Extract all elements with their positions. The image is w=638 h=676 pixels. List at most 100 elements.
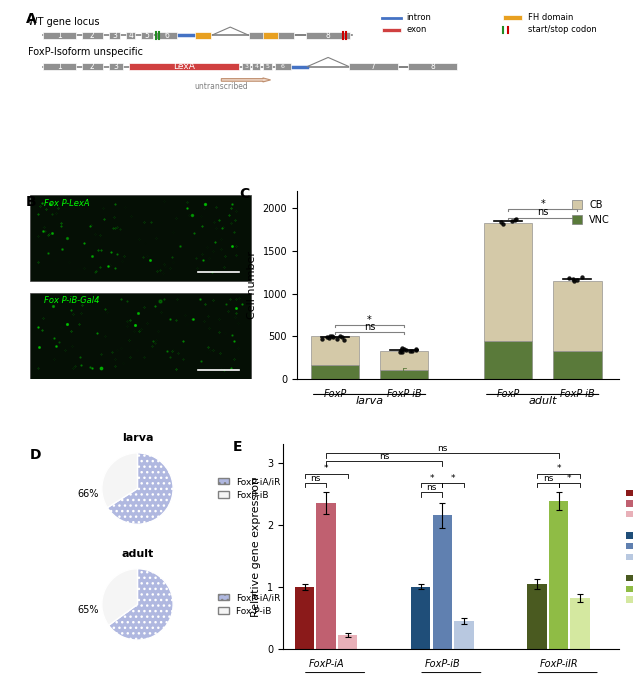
Text: 3: 3	[577, 638, 582, 647]
Text: ns: ns	[437, 443, 447, 453]
Title: adult: adult	[121, 549, 154, 559]
Text: 65%: 65%	[78, 605, 99, 615]
Text: 3: 3	[244, 64, 248, 69]
Point	[507, 216, 517, 226]
Text: 4: 4	[128, 31, 133, 40]
Bar	[295, 587, 315, 649]
Text: FH domain: FH domain	[528, 13, 574, 22]
Text: 5: 5	[574, 368, 581, 378]
Text: B: B	[26, 195, 36, 209]
Point	[510, 215, 520, 226]
Text: adult: adult	[528, 396, 557, 406]
FancyBboxPatch shape	[43, 32, 76, 39]
Bar	[380, 351, 429, 370]
Point	[322, 332, 332, 343]
Bar	[411, 587, 431, 649]
Point	[399, 344, 409, 355]
Text: untranscribed: untranscribed	[195, 82, 248, 91]
Text: 2: 2	[90, 62, 94, 71]
Text: *: *	[567, 473, 572, 483]
FancyBboxPatch shape	[195, 32, 211, 39]
Text: 3: 3	[323, 638, 329, 647]
Point	[336, 330, 346, 341]
Point	[316, 333, 327, 344]
Point	[396, 344, 406, 355]
Wedge shape	[102, 569, 137, 625]
FancyBboxPatch shape	[108, 63, 123, 70]
Text: 3: 3	[302, 638, 308, 647]
Point	[404, 346, 415, 357]
Text: 5: 5	[401, 368, 407, 378]
Point	[397, 343, 407, 354]
Bar	[380, 370, 429, 379]
Text: 8: 8	[325, 31, 330, 40]
Bar	[454, 621, 473, 649]
Text: start/stop codon: start/stop codon	[528, 26, 597, 34]
FancyBboxPatch shape	[408, 63, 457, 70]
Text: 4: 4	[255, 64, 258, 69]
FancyBboxPatch shape	[263, 63, 272, 70]
Point	[339, 335, 349, 345]
Point	[325, 331, 336, 341]
Text: 2: 2	[90, 31, 94, 40]
Point	[337, 332, 347, 343]
Wedge shape	[102, 453, 137, 508]
Point	[577, 271, 588, 282]
Point	[412, 344, 422, 355]
Text: 1: 1	[57, 62, 62, 71]
Text: *: *	[367, 315, 372, 325]
FancyBboxPatch shape	[382, 28, 401, 32]
FancyBboxPatch shape	[141, 32, 153, 39]
Bar	[570, 598, 590, 649]
Text: E: E	[233, 440, 242, 454]
FancyBboxPatch shape	[126, 32, 135, 39]
FancyBboxPatch shape	[349, 63, 397, 70]
Text: 3: 3	[535, 638, 540, 647]
Bar	[528, 584, 547, 649]
FancyBboxPatch shape	[306, 32, 350, 39]
Text: 7: 7	[269, 31, 274, 40]
Text: 1: 1	[57, 31, 62, 40]
Wedge shape	[108, 569, 173, 640]
Y-axis label: Relative gene expression: Relative gene expression	[251, 477, 262, 617]
Text: 66%: 66%	[78, 489, 99, 500]
FancyBboxPatch shape	[242, 63, 250, 70]
Text: 3: 3	[345, 638, 350, 647]
Point	[572, 274, 582, 285]
Text: *: *	[451, 473, 456, 483]
Text: ns: ns	[426, 483, 437, 492]
Bar	[311, 365, 359, 379]
Point	[564, 273, 574, 284]
Point	[324, 333, 334, 343]
Point	[408, 345, 418, 356]
Text: ns: ns	[310, 473, 320, 483]
Point	[567, 273, 577, 284]
Wedge shape	[107, 453, 173, 524]
Text: 3: 3	[418, 638, 424, 647]
Text: larva: larva	[355, 396, 383, 406]
FancyBboxPatch shape	[249, 32, 293, 39]
FancyArrow shape	[221, 78, 271, 82]
Text: 5: 5	[332, 368, 338, 378]
Point	[331, 333, 341, 344]
Text: 5: 5	[145, 31, 149, 40]
Point	[327, 331, 338, 342]
Text: 5: 5	[505, 368, 511, 378]
Text: LexA: LexA	[174, 62, 195, 71]
Text: 3: 3	[556, 638, 561, 647]
Legend: Ctrl, Heterozygous, Homozygous, , Ctrl, Heterozygous, Homozygous, , Ctrl, Hetero: Ctrl, Heterozygous, Homozygous, , Ctrl, …	[627, 489, 638, 604]
Point	[412, 345, 422, 356]
Point	[496, 216, 506, 227]
Point	[397, 347, 407, 358]
FancyBboxPatch shape	[108, 32, 121, 39]
Legend: FoxP-iA/iR, FoxP-iB: FoxP-iA/iR, FoxP-iB	[215, 474, 285, 504]
Bar	[30, 195, 251, 281]
Legend: CB, VNC: CB, VNC	[568, 196, 614, 228]
Bar	[484, 223, 532, 341]
Point	[327, 331, 337, 341]
FancyBboxPatch shape	[43, 63, 76, 70]
FancyBboxPatch shape	[252, 63, 260, 70]
FancyBboxPatch shape	[275, 63, 292, 70]
Legend: FoxP-iA/iR, Fox P-iB: FoxP-iA/iR, Fox P-iB	[215, 589, 285, 619]
Point	[401, 345, 412, 356]
